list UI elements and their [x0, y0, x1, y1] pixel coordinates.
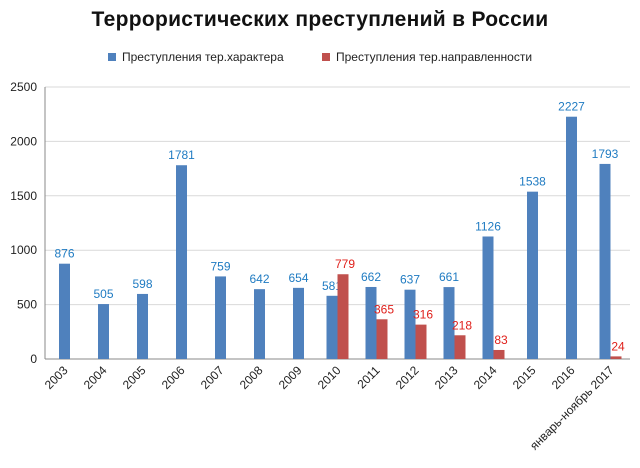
x-tick-label-8: 2011 [354, 363, 382, 391]
bar-series-1-1 [98, 304, 109, 359]
data-label-series-1-11: 1126 [475, 219, 501, 233]
x-tick-label-13: 2016 [549, 363, 578, 392]
data-label-series-1-6: 654 [288, 271, 308, 285]
bar-series-1-13 [566, 116, 577, 360]
legend-label-series-2: Преступления тер.направленности [336, 50, 533, 64]
x-tick-label-5: 2008 [237, 363, 266, 392]
x-tick-label-9: 2012 [393, 363, 422, 392]
bar-series-2-14 [610, 356, 622, 359]
bar-series-1-6 [293, 287, 304, 359]
data-label-series-1-13: 2227 [558, 100, 585, 114]
bar-series-1-5 [254, 289, 265, 359]
data-label-series-2-14: 24 [611, 339, 625, 353]
x-tick-label-0: 2003 [42, 363, 71, 392]
x-tick-label-2: 2005 [120, 363, 149, 392]
data-label-series-1-4: 759 [210, 259, 230, 273]
data-label-series-2-9: 316 [413, 308, 433, 322]
y-tick-label-0: 0 [30, 352, 37, 366]
x-tick-label-3: 2006 [159, 363, 188, 392]
x-tick-label-4: 2007 [198, 363, 227, 392]
y-tick-label-1: 500 [17, 298, 37, 312]
x-tick-label-6: 2009 [276, 363, 305, 392]
y-tick-label-3: 1500 [10, 189, 37, 203]
data-label-series-1-2: 598 [132, 277, 152, 291]
legend-swatch-series-2 [322, 53, 330, 61]
x-tick-label-7: 2010 [315, 363, 344, 392]
legend-item-series-2: Преступления тер.направленности [322, 50, 532, 64]
x-tick-label-11: 2014 [471, 363, 500, 392]
data-label-series-2-11: 83 [494, 333, 508, 347]
data-label-series-2-10: 218 [452, 318, 472, 332]
bar-series-1-9 [404, 289, 416, 359]
bar-series-2-7 [337, 274, 349, 359]
bar-series-2-10 [454, 335, 466, 359]
x-tick-label-10: 2013 [432, 363, 461, 392]
bar-series-1-4 [215, 276, 226, 359]
data-label-series-1-7: 581 [322, 279, 342, 293]
legend: Преступления тер.характера Преступления … [0, 50, 640, 66]
bar-series-1-14 [599, 163, 611, 359]
y-tick-label-4: 2000 [10, 134, 37, 148]
bar-series-1-3 [176, 165, 187, 359]
data-label-series-2-8: 365 [374, 302, 394, 316]
data-label-series-1-0: 876 [54, 247, 74, 261]
data-label-series-1-5: 642 [249, 272, 269, 286]
legend-swatch-series-1 [108, 53, 116, 61]
chart-title: Террористических преступлений в России [91, 8, 549, 31]
data-label-series-1-8: 662 [361, 270, 381, 284]
bar-series-1-11 [482, 236, 494, 359]
data-label-series-1-10: 661 [439, 270, 459, 284]
legend-label-series-1: Преступления тер.характера [122, 50, 284, 64]
bar-series-2-9 [415, 324, 427, 359]
x-tick-label-1: 2004 [81, 363, 110, 392]
legend-item-series-1: Преступления тер.характера [108, 50, 284, 64]
bar-series-2-11 [493, 349, 505, 359]
data-label-series-2-7: 779 [335, 257, 355, 271]
data-label-series-1-1: 505 [93, 287, 113, 301]
bar-series-2-8 [376, 319, 388, 359]
bar-series-1-8 [365, 286, 377, 359]
data-label-series-1-3: 1781 [168, 148, 195, 162]
bar-series-1-12 [527, 191, 538, 359]
bar-series-1-2 [137, 293, 148, 359]
y-tick-label-2: 1000 [10, 243, 37, 257]
bar-series-1-0 [59, 263, 70, 359]
bar-series-1-10 [443, 287, 455, 359]
bar-series-1-7 [326, 295, 338, 359]
data-label-series-1-12: 1538 [519, 175, 546, 189]
y-tick-label-5: 2500 [10, 80, 37, 94]
data-label-series-1-14: 1793 [592, 147, 619, 161]
x-tick-label-12: 2015 [510, 363, 539, 392]
data-label-series-1-9: 637 [400, 273, 420, 287]
